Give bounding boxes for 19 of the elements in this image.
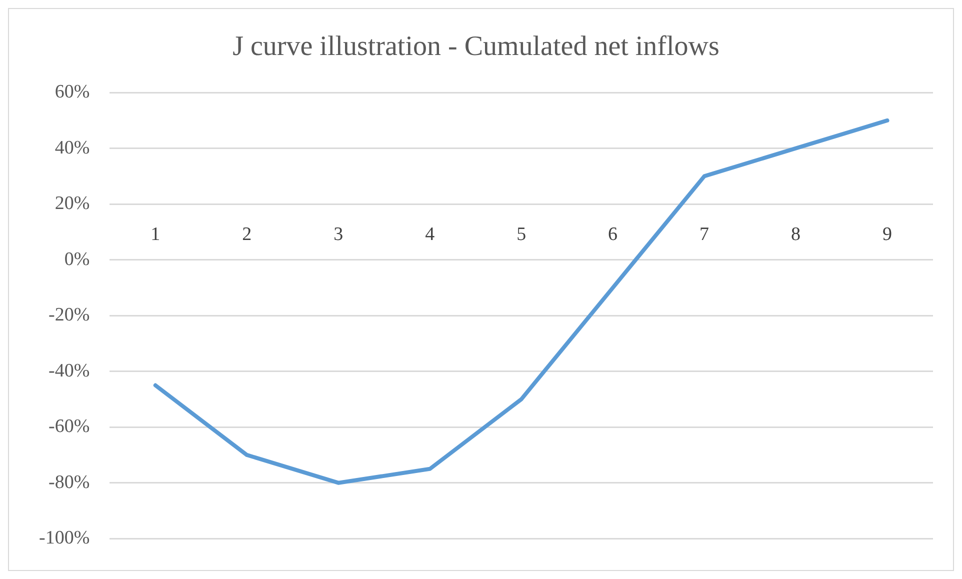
x-tick-label: 9 bbox=[882, 224, 892, 246]
y-tick-label: -40% bbox=[48, 360, 90, 382]
y-tick-label: -100% bbox=[39, 528, 90, 549]
x-tick-label: 2 bbox=[242, 224, 252, 246]
y-tick-label: 40% bbox=[54, 137, 90, 158]
x-tick-label: 1 bbox=[150, 224, 160, 246]
x-tick-label: 4 bbox=[425, 224, 436, 246]
y-tick-label: -80% bbox=[48, 472, 90, 493]
x-tick-label: 8 bbox=[791, 224, 801, 246]
y-tick-label: -60% bbox=[48, 416, 90, 438]
x-tick-label: 6 bbox=[608, 224, 618, 246]
y-tick-label: 20% bbox=[54, 193, 90, 214]
x-tick-label: 3 bbox=[334, 224, 344, 246]
y-tick-label: -20% bbox=[48, 304, 90, 326]
x-tick-label: 5 bbox=[516, 224, 526, 246]
y-tick-label: 60% bbox=[54, 82, 90, 103]
y-tick-label: 0% bbox=[64, 248, 90, 270]
x-tick-label: 7 bbox=[700, 224, 710, 246]
chart-title: J curve illustration - Cumulated net inflows bbox=[232, 31, 720, 62]
